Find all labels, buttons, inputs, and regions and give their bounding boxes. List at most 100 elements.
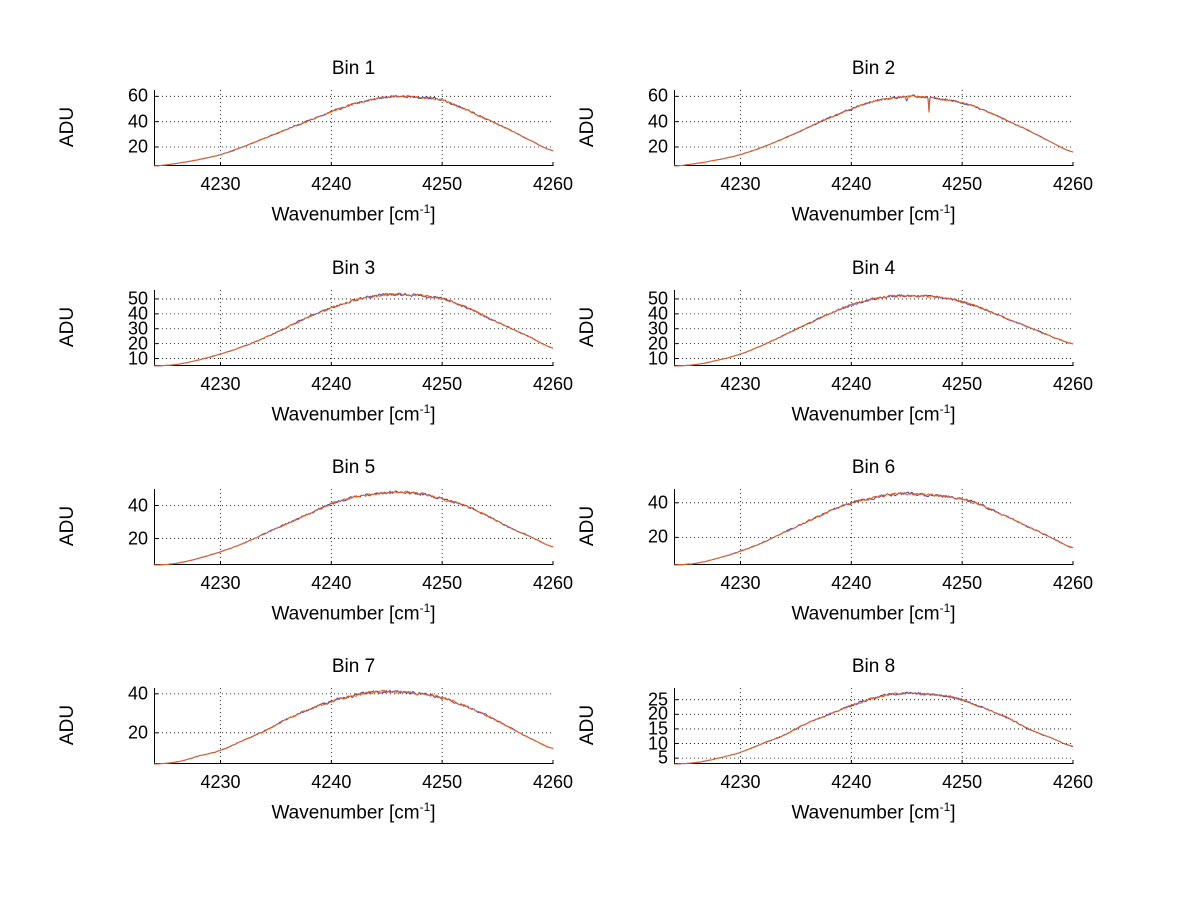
x-axis-label-close: ] [950, 603, 956, 625]
x-tick-label: 4250 [422, 772, 463, 792]
x-tick-label: 4240 [311, 374, 352, 394]
y-tick-label: 20 [127, 528, 148, 549]
y-tick-label: 60 [647, 85, 668, 106]
y-tick-label: 5 [657, 747, 668, 768]
x-axis-label: Wavenumber [cm-1] [674, 800, 1073, 824]
series-measured [153, 292, 554, 367]
x-tick-label: 4230 [720, 374, 761, 394]
y-tick-label: 20 [647, 136, 668, 157]
x-axis-label: Wavenumber [cm-1] [674, 202, 1073, 226]
plot-area [154, 688, 553, 764]
subplot-title: Bin 6 [851, 457, 896, 478]
plot-area [674, 90, 1073, 166]
y-axis-label: ADU [577, 306, 598, 348]
series-model [674, 294, 1074, 367]
x-tick-label: 4240 [831, 374, 872, 394]
y-axis-label: ADU [577, 505, 598, 547]
x-axis-label: Wavenumber [cm-1] [154, 402, 553, 426]
series-model [153, 292, 554, 367]
x-tick-label: 4260 [1052, 772, 1094, 792]
series-measured [674, 95, 1074, 167]
x-tick-label: 4230 [720, 772, 761, 792]
x-tick-label: 4260 [1052, 374, 1094, 394]
x-axis-label-exponent: -1 [939, 601, 951, 615]
x-axis-label-text: Wavenumber [cm [271, 802, 420, 824]
x-axis-label-text: Wavenumber [cm [791, 404, 940, 426]
y-tick-label: 10 [127, 348, 148, 369]
x-tick-label: 4250 [942, 174, 983, 194]
series-model [674, 691, 1074, 765]
x-tick-label: 4260 [1052, 174, 1094, 194]
x-tick-label: 4250 [942, 573, 983, 593]
y-tick-label: 15 [647, 718, 668, 739]
series-measured [154, 490, 554, 566]
x-tick-label: 4260 [532, 374, 574, 394]
y-tick-label: 20 [647, 526, 668, 547]
plot-area [154, 489, 553, 565]
x-tick-label: 4260 [532, 174, 574, 194]
plot-graphics [153, 290, 554, 367]
y-tick-label: 40 [647, 492, 668, 513]
x-tick-label: 4250 [942, 772, 983, 792]
x-axis-label-close: ] [950, 802, 956, 824]
plot-area [674, 489, 1073, 565]
subplot-bin-4: Bin 4 10 20 30 40 50 4230 4240 4250 4260 ADU Wavenu… [554, 258, 1093, 454]
x-axis-label-exponent: -1 [939, 202, 951, 216]
subplot-bin-1: Bin 1 20 40 60 4230 4240 4250 4260 ADU Wavenumber… [34, 58, 573, 254]
x-axis-label-text: Wavenumber [cm [271, 404, 420, 426]
x-tick-label: 4230 [200, 573, 241, 593]
y-tick-label: 20 [127, 333, 148, 354]
x-tick-label: 4240 [831, 174, 872, 194]
x-axis-label-close: ] [950, 404, 956, 426]
y-tick-label: 40 [127, 683, 148, 704]
x-tick-label: 4240 [311, 772, 352, 792]
y-tick-label: 40 [127, 303, 148, 324]
x-tick-label: 4260 [1052, 573, 1094, 593]
y-axis-label: ADU [57, 505, 78, 547]
series-measured [674, 692, 1074, 765]
series-measured [673, 294, 1074, 367]
subplot-bin-3: Bin 3 10 20 30 40 50 4230 4240 4250 4260 ADU Wavenu… [34, 258, 573, 454]
plot-area [674, 290, 1073, 366]
subplot-title: Bin 4 [851, 258, 896, 279]
series-measured [153, 689, 554, 765]
y-tick-label: 40 [647, 303, 668, 324]
y-tick-label: 40 [127, 111, 148, 132]
x-axis-label-close: ] [430, 603, 436, 625]
x-axis-label-exponent: -1 [419, 800, 431, 814]
y-tick-label: 30 [647, 318, 668, 339]
y-axis-label: ADU [577, 106, 598, 148]
x-tick-label: 4240 [311, 573, 352, 593]
x-tick-label: 4230 [720, 174, 761, 194]
y-tick-label: 60 [127, 85, 148, 106]
x-axis-label-exponent: -1 [419, 202, 431, 216]
x-tick-label: 4230 [200, 174, 241, 194]
x-axis-label: Wavenumber [cm-1] [154, 601, 553, 625]
x-tick-label: 4260 [532, 573, 574, 593]
x-tick-label: 4230 [200, 374, 241, 394]
subplot-bin-5: Bin 5 20 40 4230 4240 4250 4260 ADU Wavenumber [… [34, 457, 573, 653]
plot-graphics [153, 688, 554, 765]
x-tick-label: 4250 [422, 374, 463, 394]
y-tick-label: 50 [647, 288, 668, 309]
x-tick-label: 4260 [532, 772, 574, 792]
plot-graphics [153, 90, 554, 167]
subplot-bin-7: Bin 7 20 40 4230 4240 4250 4260 ADU Wavenumber [… [34, 656, 573, 852]
x-tick-label: 4230 [720, 573, 761, 593]
series-model [674, 491, 1073, 566]
y-tick-label: 30 [127, 318, 148, 339]
x-tick-label: 4250 [422, 174, 463, 194]
y-axis-label: ADU [577, 704, 598, 746]
plot-graphics [673, 290, 1074, 367]
subplot-title: Bin 3 [331, 258, 376, 279]
y-tick-label: 20 [647, 703, 668, 724]
x-axis-label-close: ] [950, 204, 956, 226]
x-tick-label: 4230 [200, 772, 241, 792]
y-axis-label: ADU [57, 704, 78, 746]
x-axis-label-close: ] [430, 404, 436, 426]
x-tick-label: 4250 [422, 573, 463, 593]
x-axis-label-text: Wavenumber [cm [271, 204, 420, 226]
subplot-title: Bin 5 [331, 457, 376, 478]
x-axis-label-text: Wavenumber [cm [791, 603, 940, 625]
series-model [673, 94, 1074, 167]
